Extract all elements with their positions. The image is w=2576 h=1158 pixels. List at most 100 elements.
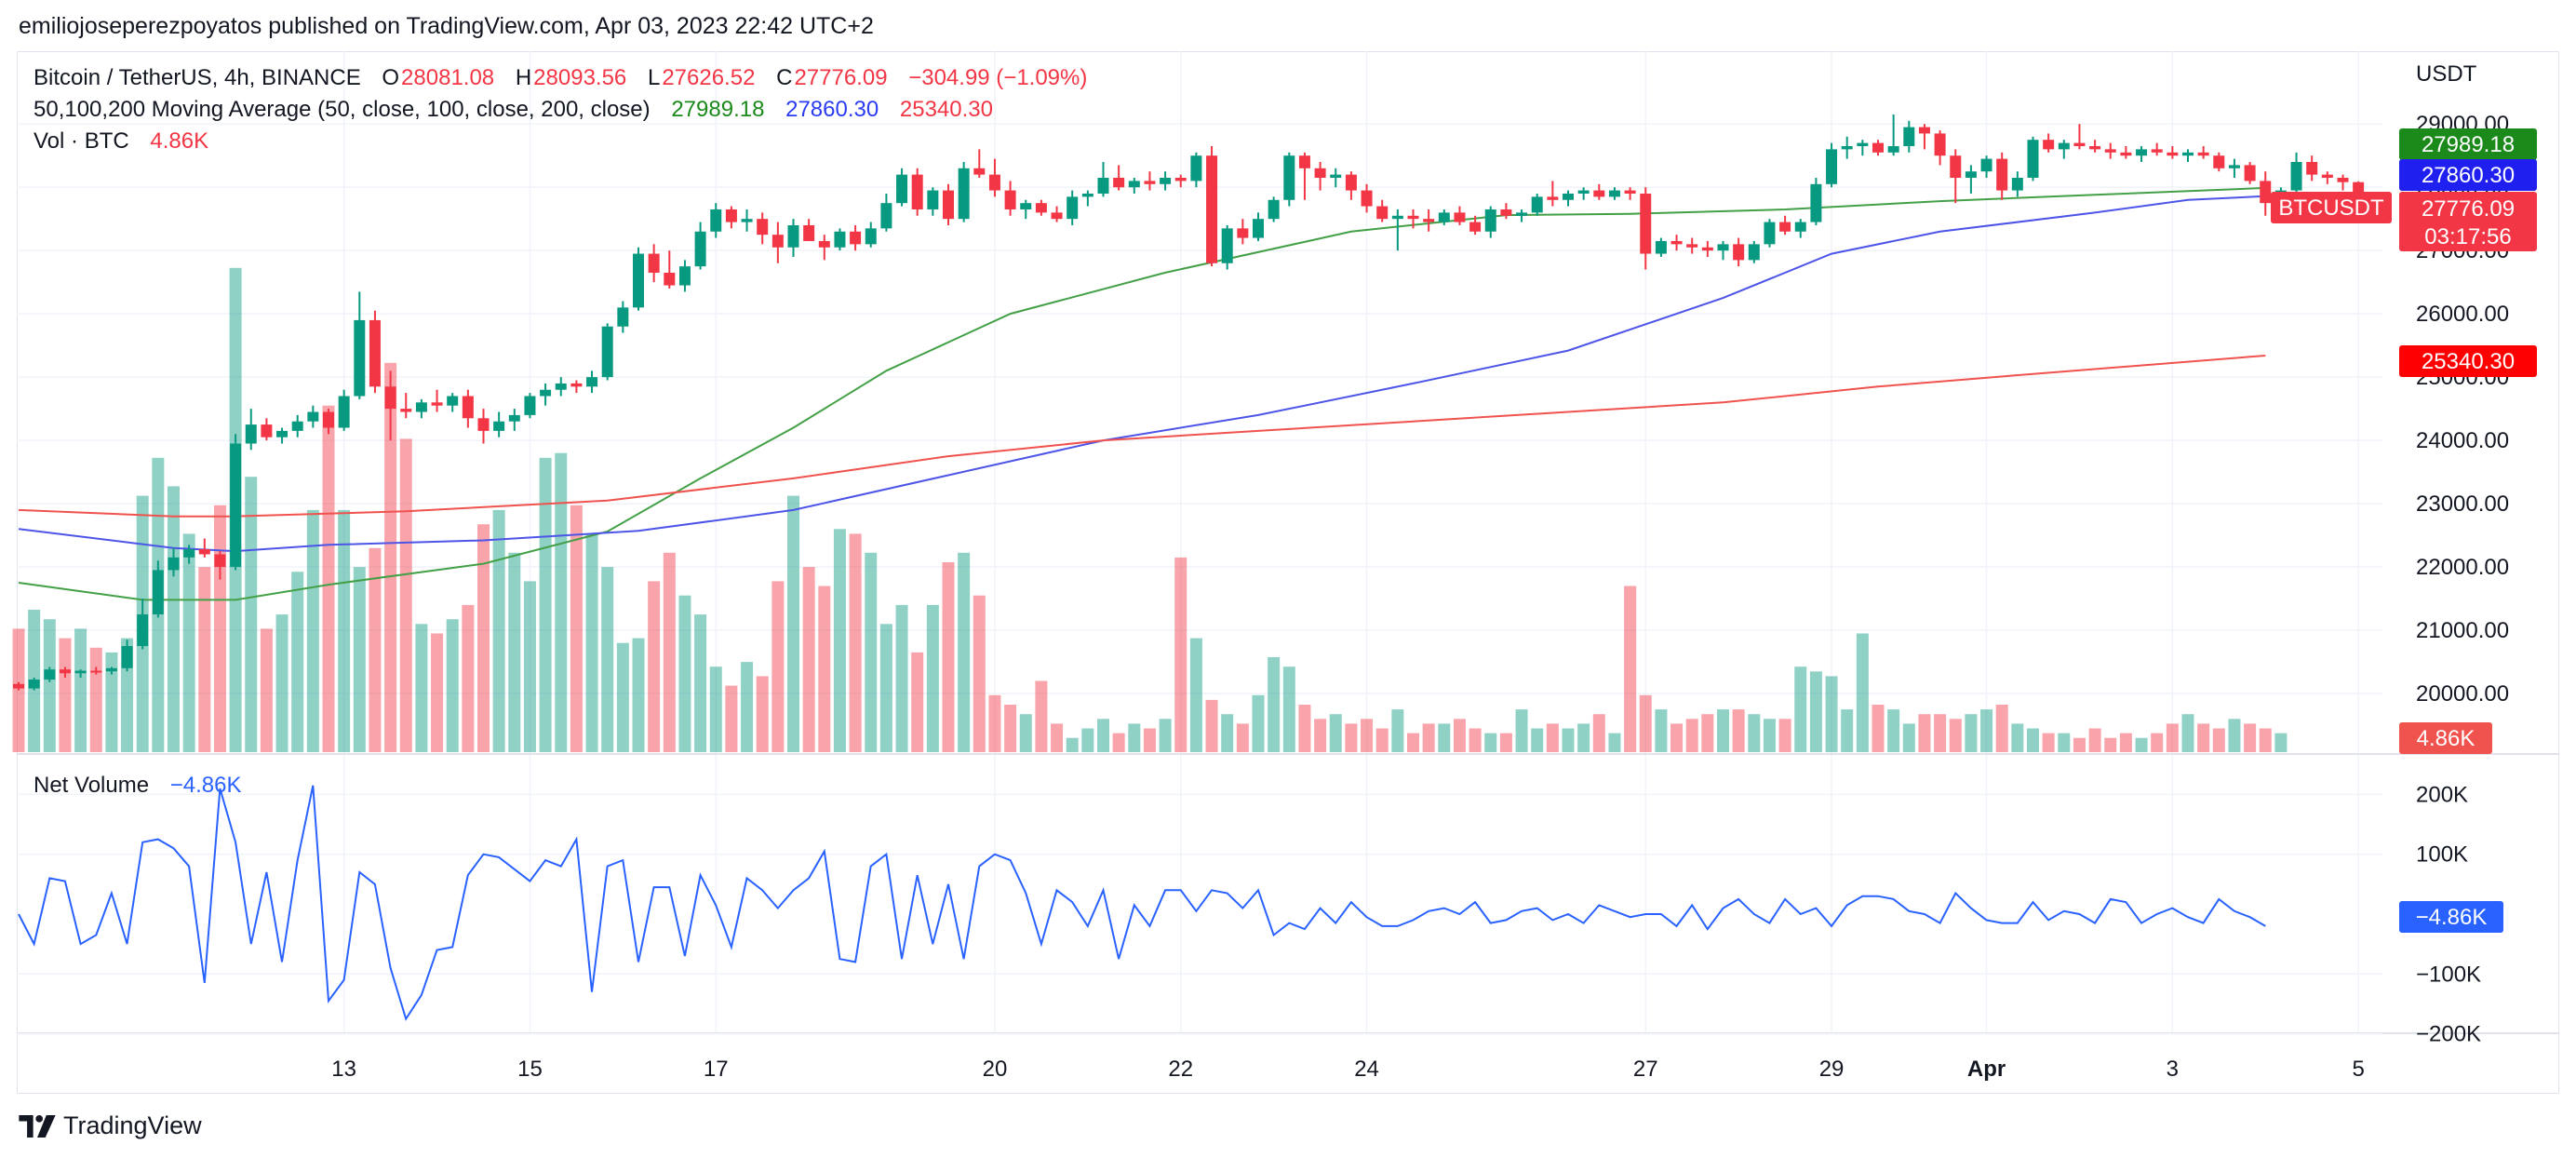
candle-body [1423,219,1435,222]
high-value: 28093.56 [533,65,627,90]
low-label: L [647,65,661,90]
ma-legend: 50,100,200 Moving Average (50, close, 10… [34,97,995,123]
candle-body [1779,222,1791,232]
ma200-value: 25340.30 [899,97,993,122]
candle-body [664,272,676,286]
change-value: −304.99 (−1.09%) [908,65,1088,90]
ohlc-legend: Bitcoin / TetherUS, 4h, BINANCE O28081.0… [34,65,1089,91]
volume-bar [849,533,862,752]
time-tick-label: 24 [1354,1057,1379,1082]
candle-body [1810,183,1822,222]
volume-bar [2073,737,2086,752]
candle-body [462,396,474,419]
vol-value: 4.86K [150,128,209,154]
volume-bar [2212,728,2225,752]
candle-body [384,386,396,410]
vol-tag-bg [2399,722,2492,754]
volume-bar [369,547,382,752]
volume-bar [198,567,211,752]
volume-bar [1174,557,1187,752]
candles [13,114,2365,691]
candle-body [1934,133,1946,156]
candle-body [1531,196,1543,213]
candle-body [59,669,71,674]
volume-bar [1995,705,2008,752]
candle-body [988,174,1000,191]
candle-body [710,209,722,232]
candle-body [137,614,149,647]
volume-bar [539,457,552,752]
tradingview-footer[interactable]: TradingView [19,1111,202,1140]
volume-bar [1809,671,1822,752]
volume-bar [2011,723,2024,752]
volume-bar [89,647,102,752]
ma-label[interactable]: 50,100,200 Moving Average (50, close, 10… [34,97,651,122]
volume-bar [2088,728,2101,752]
vol-label[interactable]: Vol · BTC [34,128,129,154]
candle-body [2306,161,2318,175]
candle-body [415,402,427,412]
candle-body [741,219,753,222]
volume-bar [260,628,273,752]
volume-bar [1499,733,1512,752]
candle-body [245,424,257,444]
symbol-label[interactable]: Bitcoin / TetherUS, 4h, BINANCE [34,65,361,90]
volume-bar [1035,680,1048,752]
volume-bar [1004,705,1017,752]
vol-tag: 4.86K [2417,726,2475,751]
candle-body [2290,161,2302,191]
candle-body [1965,171,1977,178]
candle-body [771,235,784,248]
candle-body [291,421,303,431]
volume-bar [1329,714,1342,752]
volume-bar [1778,719,1791,752]
candle-body [400,409,412,412]
candle-body [1067,196,1079,220]
candle-body [694,231,706,267]
volume-bar [1763,719,1776,752]
volume-bar [1236,723,1249,752]
candle-body [2228,165,2240,168]
volume-bar [2135,737,2148,752]
volume-bar [446,619,459,752]
volume-bar [865,552,878,752]
candle-body [1298,155,1310,168]
candle-body [1438,212,1450,222]
candle-body [1237,228,1249,238]
ma50-value: 27989.18 [671,97,765,122]
volume-bar [2166,723,2179,752]
volume-bar [585,533,598,752]
candle-body [74,670,87,674]
candle-body [757,219,769,236]
volume-bar [1453,719,1466,752]
volume-bar [1934,714,1947,752]
candle-body [725,209,737,222]
netvol-label[interactable]: Net Volume [34,773,150,798]
volume-bar [709,667,722,752]
candle-body [1221,228,1233,263]
candle-body [850,231,862,245]
brand-label: TradingView [63,1111,202,1139]
candle-body [1206,155,1218,263]
low-value: 27626.52 [662,65,756,90]
open-value: 28081.08 [401,65,495,90]
candle-body [2182,152,2194,156]
netvol-tick-label: 100K [2416,842,2468,868]
candle-body [973,168,986,175]
volume-bar [492,509,505,752]
volume-bar [1685,719,1698,752]
volume-bar [213,505,226,752]
volume-bar [1345,723,1358,752]
volume-bar [663,552,676,752]
volume-bar [1314,719,1327,752]
candle-body [168,557,180,571]
candle-body [2321,174,2333,178]
candle-body [1283,155,1295,200]
symbol-tag-bg[interactable] [2271,192,2392,223]
candle-body [1717,244,1729,251]
candle-body [230,443,242,568]
candle-body [431,402,443,406]
time-tick-label: 29 [1819,1057,1845,1082]
volume-bar [694,614,707,752]
